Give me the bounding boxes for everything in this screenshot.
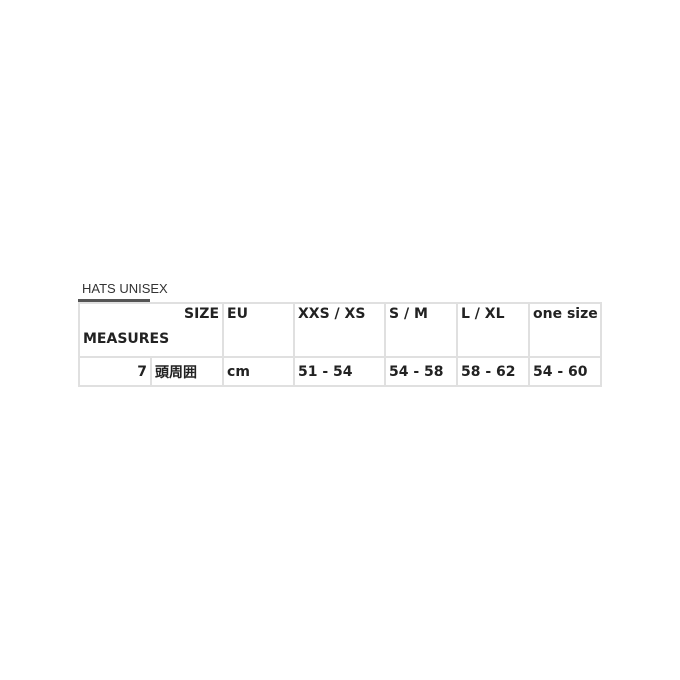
- row-index: 7: [78, 356, 152, 387]
- row-measure: 頭周囲: [149, 356, 225, 387]
- header-row: SIZE MEASURES EU XXS / XS S / M L / XL o…: [77, 302, 603, 358]
- header-eu: EU: [222, 302, 296, 358]
- tab-label: HATS UNISEX: [82, 281, 168, 296]
- table-row: 7 頭周囲 cm 51 - 54 54 - 58 58 - 62 54 - 60: [78, 356, 603, 387]
- row-value-s-m: 54 - 58: [384, 356, 459, 387]
- measures-label: MEASURES: [83, 331, 170, 347]
- header-xxs-xs: XXS / XS: [293, 302, 387, 358]
- tab-hats-unisex[interactable]: HATS UNISEX: [78, 280, 168, 302]
- row-value-l-xl: 58 - 62: [456, 356, 531, 387]
- header-l-xl: L / XL: [456, 302, 531, 358]
- row-value-xxs-xs: 51 - 54: [293, 356, 387, 387]
- header-s-m: S / M: [384, 302, 459, 358]
- header-one-size: one size: [528, 302, 603, 358]
- row-unit: cm: [222, 356, 296, 387]
- size-chart-table: SIZE MEASURES EU XXS / XS S / M L / XL o…: [77, 302, 603, 387]
- size-measures-header: SIZE MEASURES: [77, 302, 225, 358]
- row-value-one-size: 54 - 60: [528, 356, 603, 387]
- size-label: SIZE: [184, 306, 220, 322]
